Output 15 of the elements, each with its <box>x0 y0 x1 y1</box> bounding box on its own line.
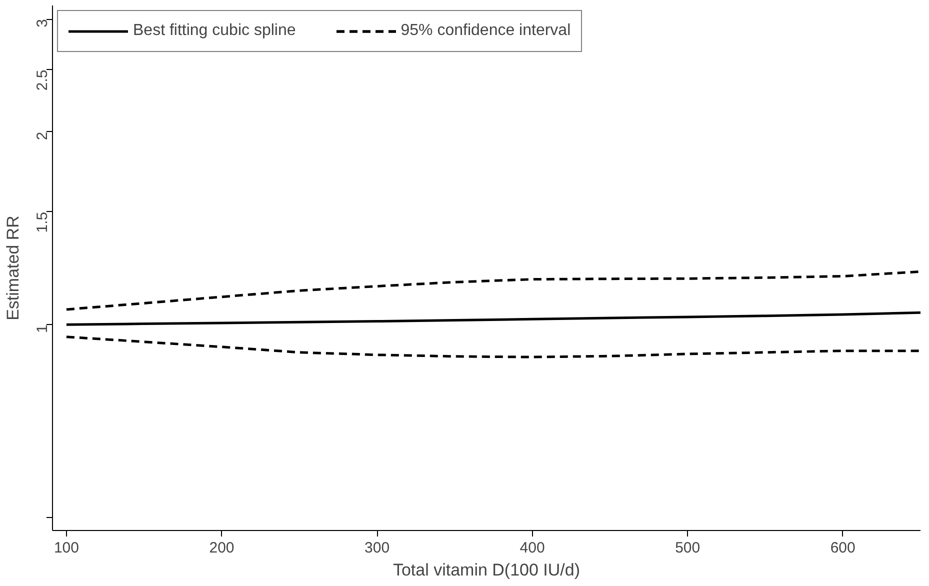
legend-label: Best fitting cubic spline <box>133 22 296 40</box>
x-tick-label: 600 <box>830 540 856 556</box>
y-tick-label: 2 <box>34 132 51 140</box>
x-tick-label: 100 <box>54 540 79 556</box>
y-tick-label: 3 <box>34 19 51 28</box>
y-tick-label: 1 <box>34 324 51 333</box>
x-tick-label: 500 <box>675 540 700 556</box>
y-axis-title: Estimated RR <box>4 216 22 320</box>
x-tick-label: 400 <box>520 540 545 556</box>
y-tick-label: 1.5 <box>34 212 51 233</box>
x-tick-label: 300 <box>364 540 390 556</box>
x-tick-label: 200 <box>209 540 234 556</box>
y-tick-label: 2.5 <box>34 70 51 91</box>
legend-label: 95% confidence interval <box>400 22 571 40</box>
x-axis-title: Total vitamin D(100 IU/d) <box>392 560 580 580</box>
